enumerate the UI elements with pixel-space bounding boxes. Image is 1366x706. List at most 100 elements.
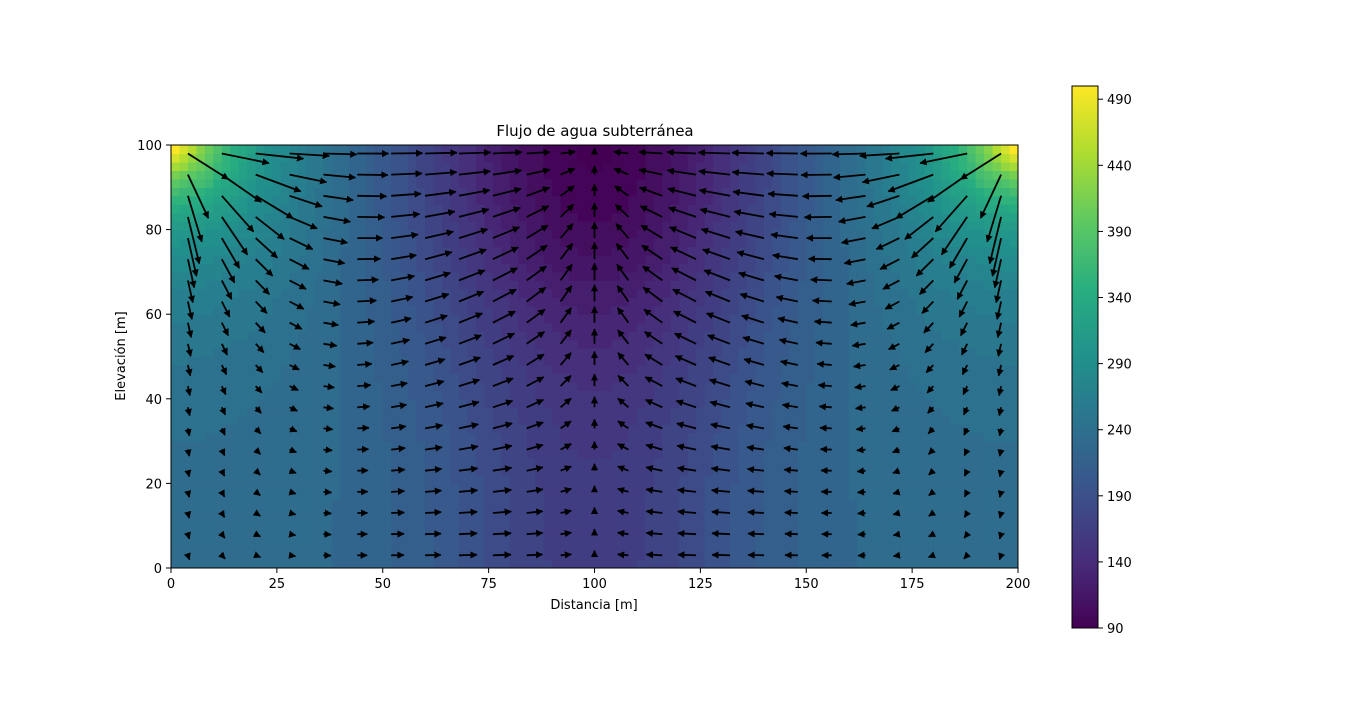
contour-cell [806,178,816,188]
contour-cell [611,424,621,434]
contour-cell [713,542,723,552]
contour-cell [501,314,511,324]
contour-cell [848,449,858,459]
contour-cell [933,542,943,552]
contour-cell [933,500,943,510]
contour-cell [619,161,629,171]
contour-cell [713,254,723,265]
contour-cell [586,280,596,290]
contour-cell [526,356,536,366]
contour-cell [314,153,325,163]
contour-cell [340,280,350,290]
contour-cell [874,271,884,281]
contour-cell [814,288,824,298]
contour-cell [289,212,299,222]
contour-cell [746,415,757,425]
contour-cell [823,204,833,214]
contour-cell [348,153,358,163]
contour-cell [298,145,308,155]
contour-cell [636,474,646,484]
contour-cell [696,288,706,298]
contour-cell [840,559,850,568]
contour-cell [882,356,892,366]
contour-cell [586,559,596,568]
contour-cell [458,221,469,231]
contour-cell [382,271,392,281]
contour-cell [475,407,485,417]
contour-cell [933,458,943,468]
contour-cell [984,424,994,434]
contour-cell [577,204,587,214]
contour-cell [687,229,697,239]
contour-cell [230,238,240,248]
contour-cell [365,483,375,493]
contour-cell [653,288,663,298]
contour-cell [704,432,714,442]
contour-cell [230,491,240,501]
contour-cell [348,356,358,366]
contour-cell [789,187,799,197]
contour-cell [560,534,570,544]
contour-cell [721,390,731,400]
contour-cell [941,238,951,248]
contour-cell [916,204,926,214]
contour-cell [560,491,570,501]
contour-cell [425,212,435,222]
contour-cell [840,542,850,552]
contour-cell [230,534,240,544]
contour-cell [408,331,418,341]
contour-cell [907,483,917,493]
contour-cell [874,153,884,163]
contour-cell [467,508,477,518]
contour-cell [975,551,985,561]
contour-cell [704,305,714,315]
contour-cell [458,229,469,239]
contour-cell [475,339,485,349]
contour-cell [1001,238,1011,248]
contour-cell [467,271,477,281]
contour-cell [907,322,917,332]
contour-cell [314,314,325,324]
contour-cell [179,415,189,425]
contour-cell [721,415,731,425]
contour-cell [814,517,824,527]
contour-cell [789,153,799,163]
contour-cell [543,466,553,476]
contour-cell [899,381,909,391]
contour-cell [442,407,452,417]
contour-cell [941,364,951,375]
contour-cell [187,458,198,468]
contour-cell [602,356,613,366]
contour-cell [899,161,909,171]
contour-cell [907,314,917,324]
contour-cell [602,288,613,298]
contour-cell [204,508,214,518]
contour-cell [967,170,977,180]
contour-cell [204,246,214,256]
contour-cell [721,364,731,375]
contour-cell [882,415,892,425]
contour-cell [492,314,502,324]
contour-cell [645,424,655,434]
contour-cell [696,449,706,459]
contour-cell [348,491,358,501]
contour-cell [797,271,807,281]
contour-cell [247,551,257,561]
contour-cell [518,407,528,417]
contour-cell [738,559,748,568]
contour-cell [314,322,325,332]
contour-cell [569,348,579,358]
contour-cell [298,161,308,171]
contour-cell [730,525,740,535]
contour-cell [975,356,985,366]
contour-cell [1001,348,1011,358]
contour-cell [323,288,333,298]
contour-cell [628,534,638,544]
contour-cell [730,474,740,484]
contour-cell [281,314,291,324]
contour-cell [941,314,951,324]
contour-cell [204,517,214,527]
contour-cell [179,390,189,400]
contour-cell [501,145,511,155]
contour-cell [806,322,816,332]
